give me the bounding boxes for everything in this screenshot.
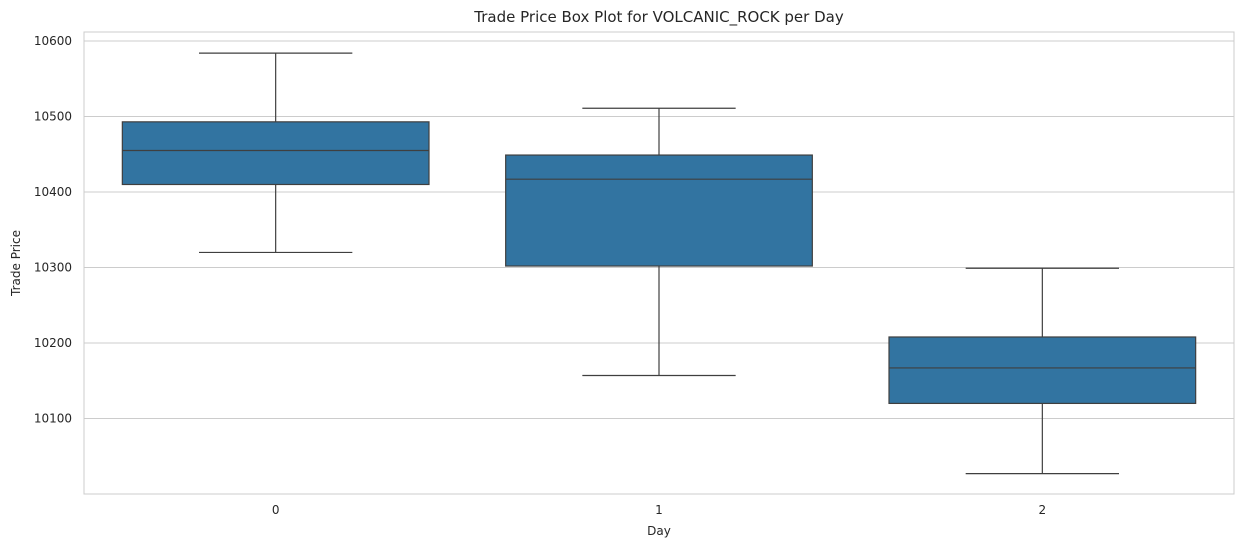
y-tick-label: 10100 xyxy=(34,412,72,426)
y-tick-label: 10300 xyxy=(34,261,72,275)
y-tick-label: 10500 xyxy=(34,110,72,124)
x-tick-label: 1 xyxy=(655,503,663,517)
box-day-0 xyxy=(121,52,430,254)
y-tick-label: 10200 xyxy=(34,336,72,350)
iqr-box xyxy=(121,121,430,186)
x-axis-label: Day xyxy=(647,524,671,538)
x-tick-label: 2 xyxy=(1039,503,1047,517)
x-tick-label: 0 xyxy=(272,503,280,517)
boxes xyxy=(121,52,1197,475)
chart-title: Trade Price Box Plot for VOLCANIC_ROCK p… xyxy=(473,8,844,27)
y-axis-label: Trade Price xyxy=(9,230,23,297)
y-tick-label: 10400 xyxy=(34,185,72,199)
y-tick-labels: 10100 10200 10300 10400 10500 10600 xyxy=(34,34,72,425)
x-tick-labels: 0 1 2 xyxy=(272,503,1046,517)
box-day-2 xyxy=(888,267,1197,475)
iqr-box xyxy=(888,336,1197,405)
y-tick-label: 10600 xyxy=(34,34,72,48)
iqr-box xyxy=(505,154,813,267)
box-day-1 xyxy=(505,107,813,377)
